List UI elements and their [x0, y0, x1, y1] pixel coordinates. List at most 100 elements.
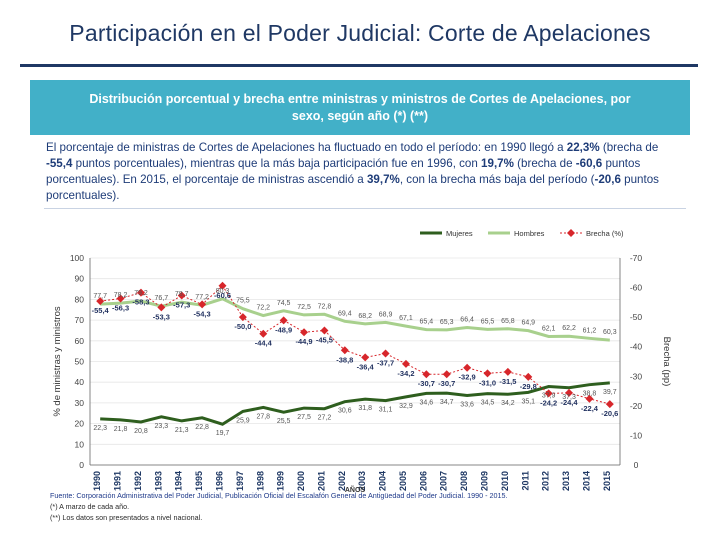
hombres-data-label: 64,9	[521, 320, 535, 327]
mujeres-data-label: 32,9	[399, 403, 413, 410]
brecha-data-label: -34,2	[397, 369, 414, 378]
y-right-tick-label: -70	[630, 253, 643, 263]
hombres-data-label: 68,2	[358, 313, 372, 320]
y-left-tick-label: 0	[79, 460, 84, 470]
brecha-data-label: -32,9	[459, 373, 476, 382]
brecha-data-label: -54,3	[194, 309, 211, 318]
mujeres-data-label: 39,7	[603, 389, 617, 396]
chart-header-box: Distribución porcentual y brecha entre m…	[30, 80, 690, 135]
desc-highlight: 19,7%	[481, 157, 514, 170]
hombres-data-label: 62,2	[562, 325, 576, 332]
hombres-data-label: 78,2	[114, 292, 128, 299]
brecha-data-label: -56,3	[112, 304, 129, 313]
brecha-marker	[116, 294, 125, 303]
brecha-data-label: -20,6	[601, 409, 618, 418]
mujeres-data-label: 34,7	[440, 399, 454, 406]
brecha-data-label: -60,6	[214, 291, 231, 300]
hombres-data-label: 77,2	[195, 294, 209, 301]
mujeres-data-label: 30,6	[338, 408, 352, 415]
desc-text: puntos porcentuales).	[46, 173, 659, 202]
mujeres-data-label: 27,2	[318, 415, 332, 422]
brecha-data-label: -31,5	[499, 377, 516, 386]
legend-swatch-brecha	[567, 229, 575, 237]
y-left-tick-label: 100	[70, 253, 84, 263]
y-right-tick-label: -50	[630, 312, 643, 322]
mujeres-data-label: 31,8	[358, 405, 372, 412]
mujeres-data-label: 37,3	[562, 394, 576, 401]
x-tick-label: 1990	[92, 471, 102, 491]
x-tick-label: 1993	[153, 471, 163, 491]
brecha-marker	[585, 394, 594, 403]
brecha-marker	[565, 388, 574, 397]
y-left-tick-label: 50	[75, 357, 85, 367]
brecha-data-label: -53,3	[153, 312, 170, 321]
x-tick-label: 2004	[378, 471, 388, 491]
mujeres-data-label: 34,2	[501, 400, 515, 407]
brecha-data-label: -50,0	[234, 322, 251, 331]
brecha-data-label: -24,4	[560, 398, 578, 407]
brecha-data-label: -57,3	[173, 301, 190, 310]
brecha-data-label: -45,5	[316, 335, 333, 344]
hombres-data-label: 72,2	[256, 305, 270, 312]
brecha-data-label: -30,7	[418, 379, 435, 388]
brecha-marker	[157, 303, 166, 312]
x-tick-label: 2013	[561, 471, 571, 491]
hombres-data-label: 62,1	[542, 325, 556, 332]
desc-text: puntos porcentuales). En 2015, el porcen…	[46, 157, 641, 186]
mujeres-data-label: 31,1	[379, 407, 393, 414]
x-tick-label: 1992	[133, 471, 143, 491]
series-line-mujeres	[100, 381, 610, 426]
x-tick-label: 2007	[439, 471, 449, 491]
brecha-marker	[177, 291, 186, 300]
mujeres-data-label: 20,8	[134, 428, 148, 435]
brecha-marker	[422, 370, 431, 379]
desc-text: puntos porcentuales), mientras que la má…	[72, 157, 482, 170]
desc-highlight: -20,6	[594, 173, 621, 186]
brecha-data-label: -36,4	[357, 362, 375, 371]
brecha-marker	[136, 288, 145, 297]
brecha-marker	[442, 370, 451, 379]
desc-highlight: 39,7%	[366, 173, 400, 186]
brecha-marker	[259, 329, 268, 338]
brecha-data-label: -58,3	[132, 298, 149, 307]
brecha-data-label: -37,7	[377, 359, 394, 368]
hombres-data-label: 72,5	[297, 304, 311, 311]
x-tick-label: 2005	[398, 471, 408, 491]
hombres-data-label: 78,7	[175, 291, 189, 298]
mujeres-data-label: 34,6	[420, 399, 434, 406]
footnote-2: (**) Los datos son presentados a nivel n…	[50, 513, 203, 522]
x-tick-label: 2009	[480, 471, 490, 491]
y-left-tick-label: 80	[75, 294, 85, 304]
x-tick-label: 2003	[357, 471, 367, 491]
y-left-tick-label: 20	[75, 419, 85, 429]
hombres-data-label: 79,2	[134, 290, 148, 297]
mujeres-data-label: 35,1	[521, 398, 535, 405]
y-left-tick-label: 70	[75, 315, 85, 325]
brecha-data-label: -55,4	[92, 306, 110, 315]
legend-label-mujeres: Mujeres	[446, 229, 473, 238]
brecha-data-label: -48,9	[275, 325, 292, 334]
brecha-data-label: -38,8	[336, 355, 353, 364]
x-tick-label: 2000	[296, 471, 306, 491]
brecha-marker	[361, 353, 370, 362]
mujeres-data-label: 19,7	[216, 430, 230, 437]
hombres-data-label: 65,5	[481, 318, 495, 325]
y-left-tick-label: 90	[75, 274, 85, 284]
brecha-data-label: -29,8	[520, 382, 537, 391]
mujeres-data-label: 25,5	[277, 418, 291, 425]
x-tick-label: 1995	[194, 471, 204, 491]
x-tick-label: 1996	[215, 471, 225, 491]
brecha-marker	[401, 359, 410, 368]
mujeres-data-label: 33,6	[460, 401, 474, 408]
desc-highlight: -60,6	[575, 157, 603, 170]
mujeres-data-label: 22,8	[195, 424, 209, 431]
mujeres-data-label: 21,8	[114, 426, 128, 433]
brecha-data-label: -22,4	[581, 404, 599, 413]
hombres-data-label: 60,3	[603, 329, 617, 336]
y-right-tick-label: -10	[630, 430, 643, 440]
hombres-data-label: 75,5	[236, 298, 250, 305]
hombres-data-label: 65,8	[501, 318, 515, 325]
hombres-data-label: 67,1	[399, 315, 413, 322]
mujeres-data-label: 37,9	[542, 393, 556, 400]
brecha-marker	[279, 316, 288, 325]
